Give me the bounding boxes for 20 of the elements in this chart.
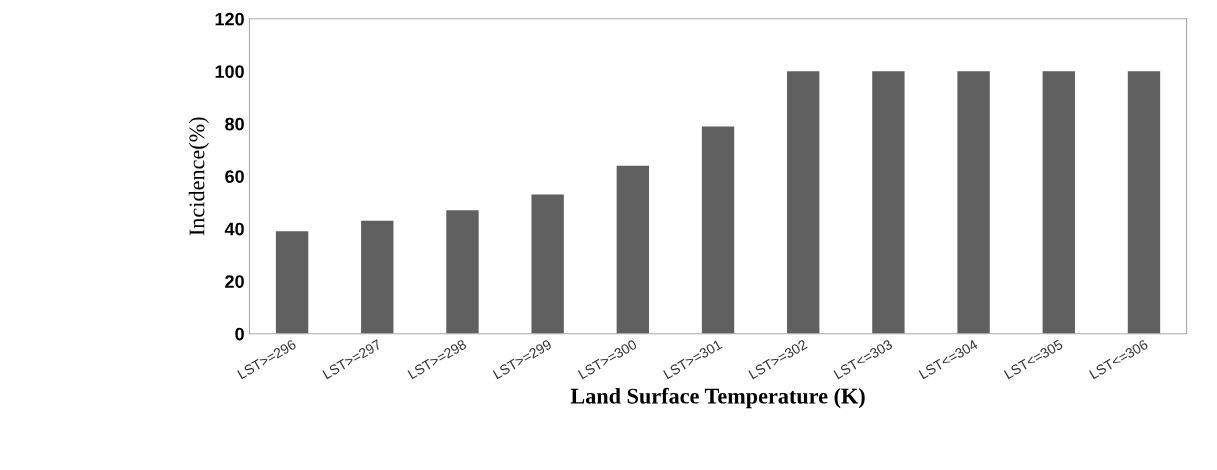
bar <box>701 126 735 334</box>
bar <box>446 210 479 334</box>
y-tick-label: 20 <box>225 275 244 288</box>
y-axis-title: Incidence(%) <box>188 117 209 236</box>
bar <box>1127 71 1161 334</box>
bar <box>1042 71 1075 334</box>
y-tick-label: 100 <box>215 65 244 78</box>
bar <box>957 71 990 334</box>
y-tick-label: 0 <box>235 327 244 341</box>
y-tick-label: 80 <box>225 117 244 131</box>
bar <box>787 71 820 334</box>
y-tick-label: 120 <box>215 12 244 26</box>
bar <box>616 165 650 334</box>
y-tick-label: 60 <box>225 170 244 183</box>
bar <box>275 231 309 334</box>
y-tick-label: 40 <box>224 222 244 236</box>
bar <box>361 220 394 334</box>
bar <box>531 194 564 334</box>
bar <box>872 71 905 334</box>
x-axis-title: Land Surface Temperature (K) <box>570 387 865 409</box>
